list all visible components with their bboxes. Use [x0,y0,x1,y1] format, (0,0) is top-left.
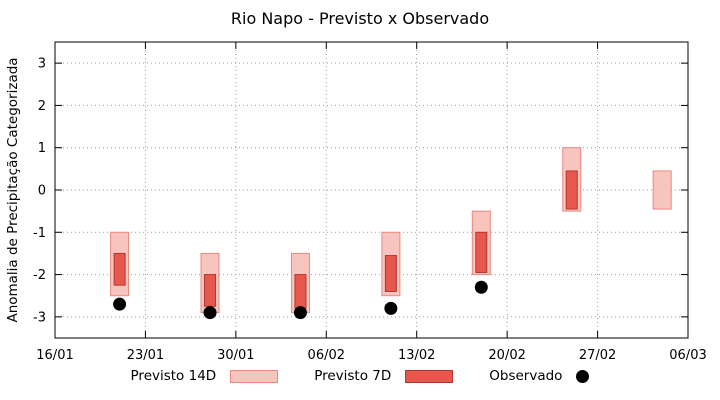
y-tick-label: -3 [33,310,46,325]
x-tick-label: 23/01 [127,348,164,363]
y-tick-label: 1 [38,141,46,156]
x-tick-label: 16/01 [36,348,73,363]
y-tick-label: -1 [33,226,46,241]
legend-item-observado: Observado [489,368,590,384]
y-tick-label: 2 [38,99,46,114]
legend-dot-observado [576,369,590,383]
legend: Previsto 14D Previsto 7D Observado [0,368,720,384]
x-tick-label: 13/02 [398,348,435,363]
x-tick-label: 06/02 [308,348,345,363]
bar-previsto-7d [113,252,126,286]
legend-label-previsto-14d: Previsto 14D [130,368,217,384]
x-tick-label: 06/03 [669,348,706,363]
legend-label-observado: Observado [489,368,563,384]
chart-title: Rio Napo - Previsto x Observado [230,9,490,28]
dot-observado [474,280,488,294]
legend-swatch-previsto-7d [405,369,454,383]
plot-area: -3 -2 -1 0 1 2 3 16/01 23/01 30/01 06/02 13/02 20/02… [5,41,707,363]
y-tick-label: -2 [33,268,46,283]
legend-label-previsto-7d: Previsto 7D [314,368,392,384]
x-tick-label: 27/02 [579,348,616,363]
legend-item-previsto-7d: Previsto 7D [314,368,454,384]
legend-swatch-previsto-14d [230,369,279,383]
dot-observado [293,306,307,320]
legend-item-previsto-14d: Previsto 14D [131,368,279,384]
y-tick-label: 3 [38,57,46,72]
bar-previsto-7d [384,255,397,292]
bar-previsto-7d [475,231,488,273]
dot-observado [113,297,127,311]
bar-previsto-7d [294,274,307,309]
bar-previsto-7d [204,274,217,307]
dot-observado [203,306,217,320]
y-axis-label: Anomalia de Precipitação Categorizada [5,57,21,322]
x-tick-label: 30/01 [217,348,254,363]
y-tick-label: 0 [38,184,46,199]
dot-observado [384,301,398,315]
bar-previsto-14d [652,170,672,210]
x-tick-label: 20/02 [488,348,525,363]
bar-previsto-7d [565,170,578,210]
